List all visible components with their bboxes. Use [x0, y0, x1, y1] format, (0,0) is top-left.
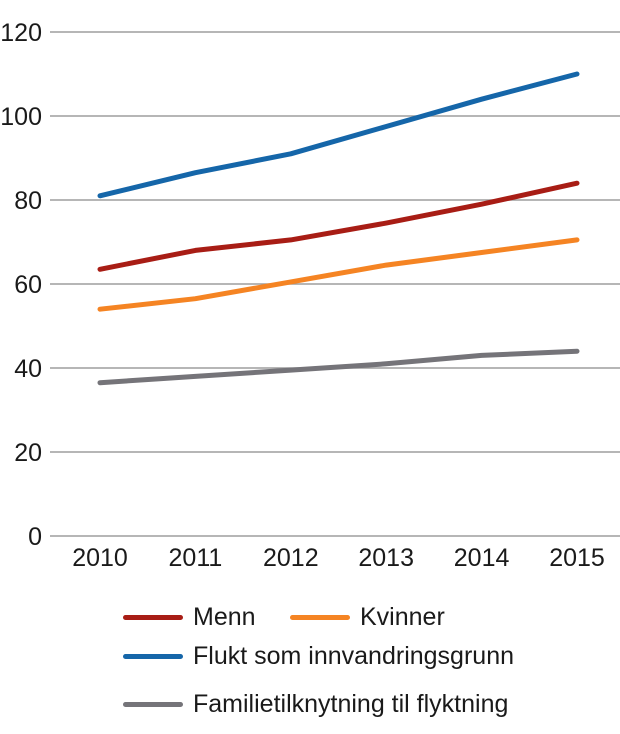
y-axis-tick-label: 40	[14, 355, 42, 383]
legend-swatch-familietilknytning-icon	[123, 702, 183, 707]
legend-row: Familietilknytning til flyktning	[123, 689, 620, 720]
x-axis-tick-label: 2015	[549, 544, 605, 572]
y-axis-tick-label: 60	[14, 271, 42, 299]
y-axis-tick-label: 20	[14, 439, 42, 467]
y-axis-tick-label: 120	[0, 19, 42, 47]
chart-legend: Menn Kvinner Flukt som innvandringsgrunn…	[123, 602, 620, 720]
x-axis-tick-label: 2013	[358, 544, 414, 572]
y-axis-tick-label: 0	[28, 523, 42, 551]
legend-label-familietilknytning: Familietilknytning til flyktning	[193, 690, 509, 718]
series-line-familietilknytning-til-flyktning	[97, 348, 580, 386]
legend-item-kvinner: Kvinner	[290, 602, 445, 633]
legend-item-flukt: Flukt som innvandringsgrunn	[123, 641, 514, 672]
x-axis-tick-label: 2014	[454, 544, 510, 572]
legend-item-familietilknytning: Familietilknytning til flyktning	[123, 689, 508, 720]
series-line-menn	[97, 180, 580, 272]
legend-row: Menn Kvinner	[123, 602, 620, 633]
legend-row: Flukt som innvandringsgrunn	[123, 641, 620, 672]
y-axis-tick-label: 100	[0, 103, 42, 131]
x-axis-tick-label: 2012	[263, 544, 319, 572]
x-axis-tick-label: 2010	[72, 544, 128, 572]
legend-label-kvinner: Kvinner	[360, 603, 445, 631]
legend-item-menn: Menn	[123, 602, 290, 633]
legend-swatch-flukt-icon	[123, 654, 183, 659]
series-line-flukt-som-innvandringsgrunn	[97, 71, 580, 199]
legend-label-flukt: Flukt som innvandringsgrunn	[193, 642, 514, 670]
legend-swatch-kvinner-icon	[290, 615, 350, 620]
y-axis-tick-label: 80	[14, 187, 42, 215]
series-line-kvinner	[97, 237, 580, 312]
legend-swatch-menn-icon	[123, 615, 183, 620]
legend-label-menn: Menn	[193, 603, 256, 631]
chart-plot-area: 0 20 40 60 80 100 120 2010 2011 2012 2013 2014 2015	[0, 19, 620, 572]
x-axis-tick-label: 2011	[169, 544, 223, 572]
